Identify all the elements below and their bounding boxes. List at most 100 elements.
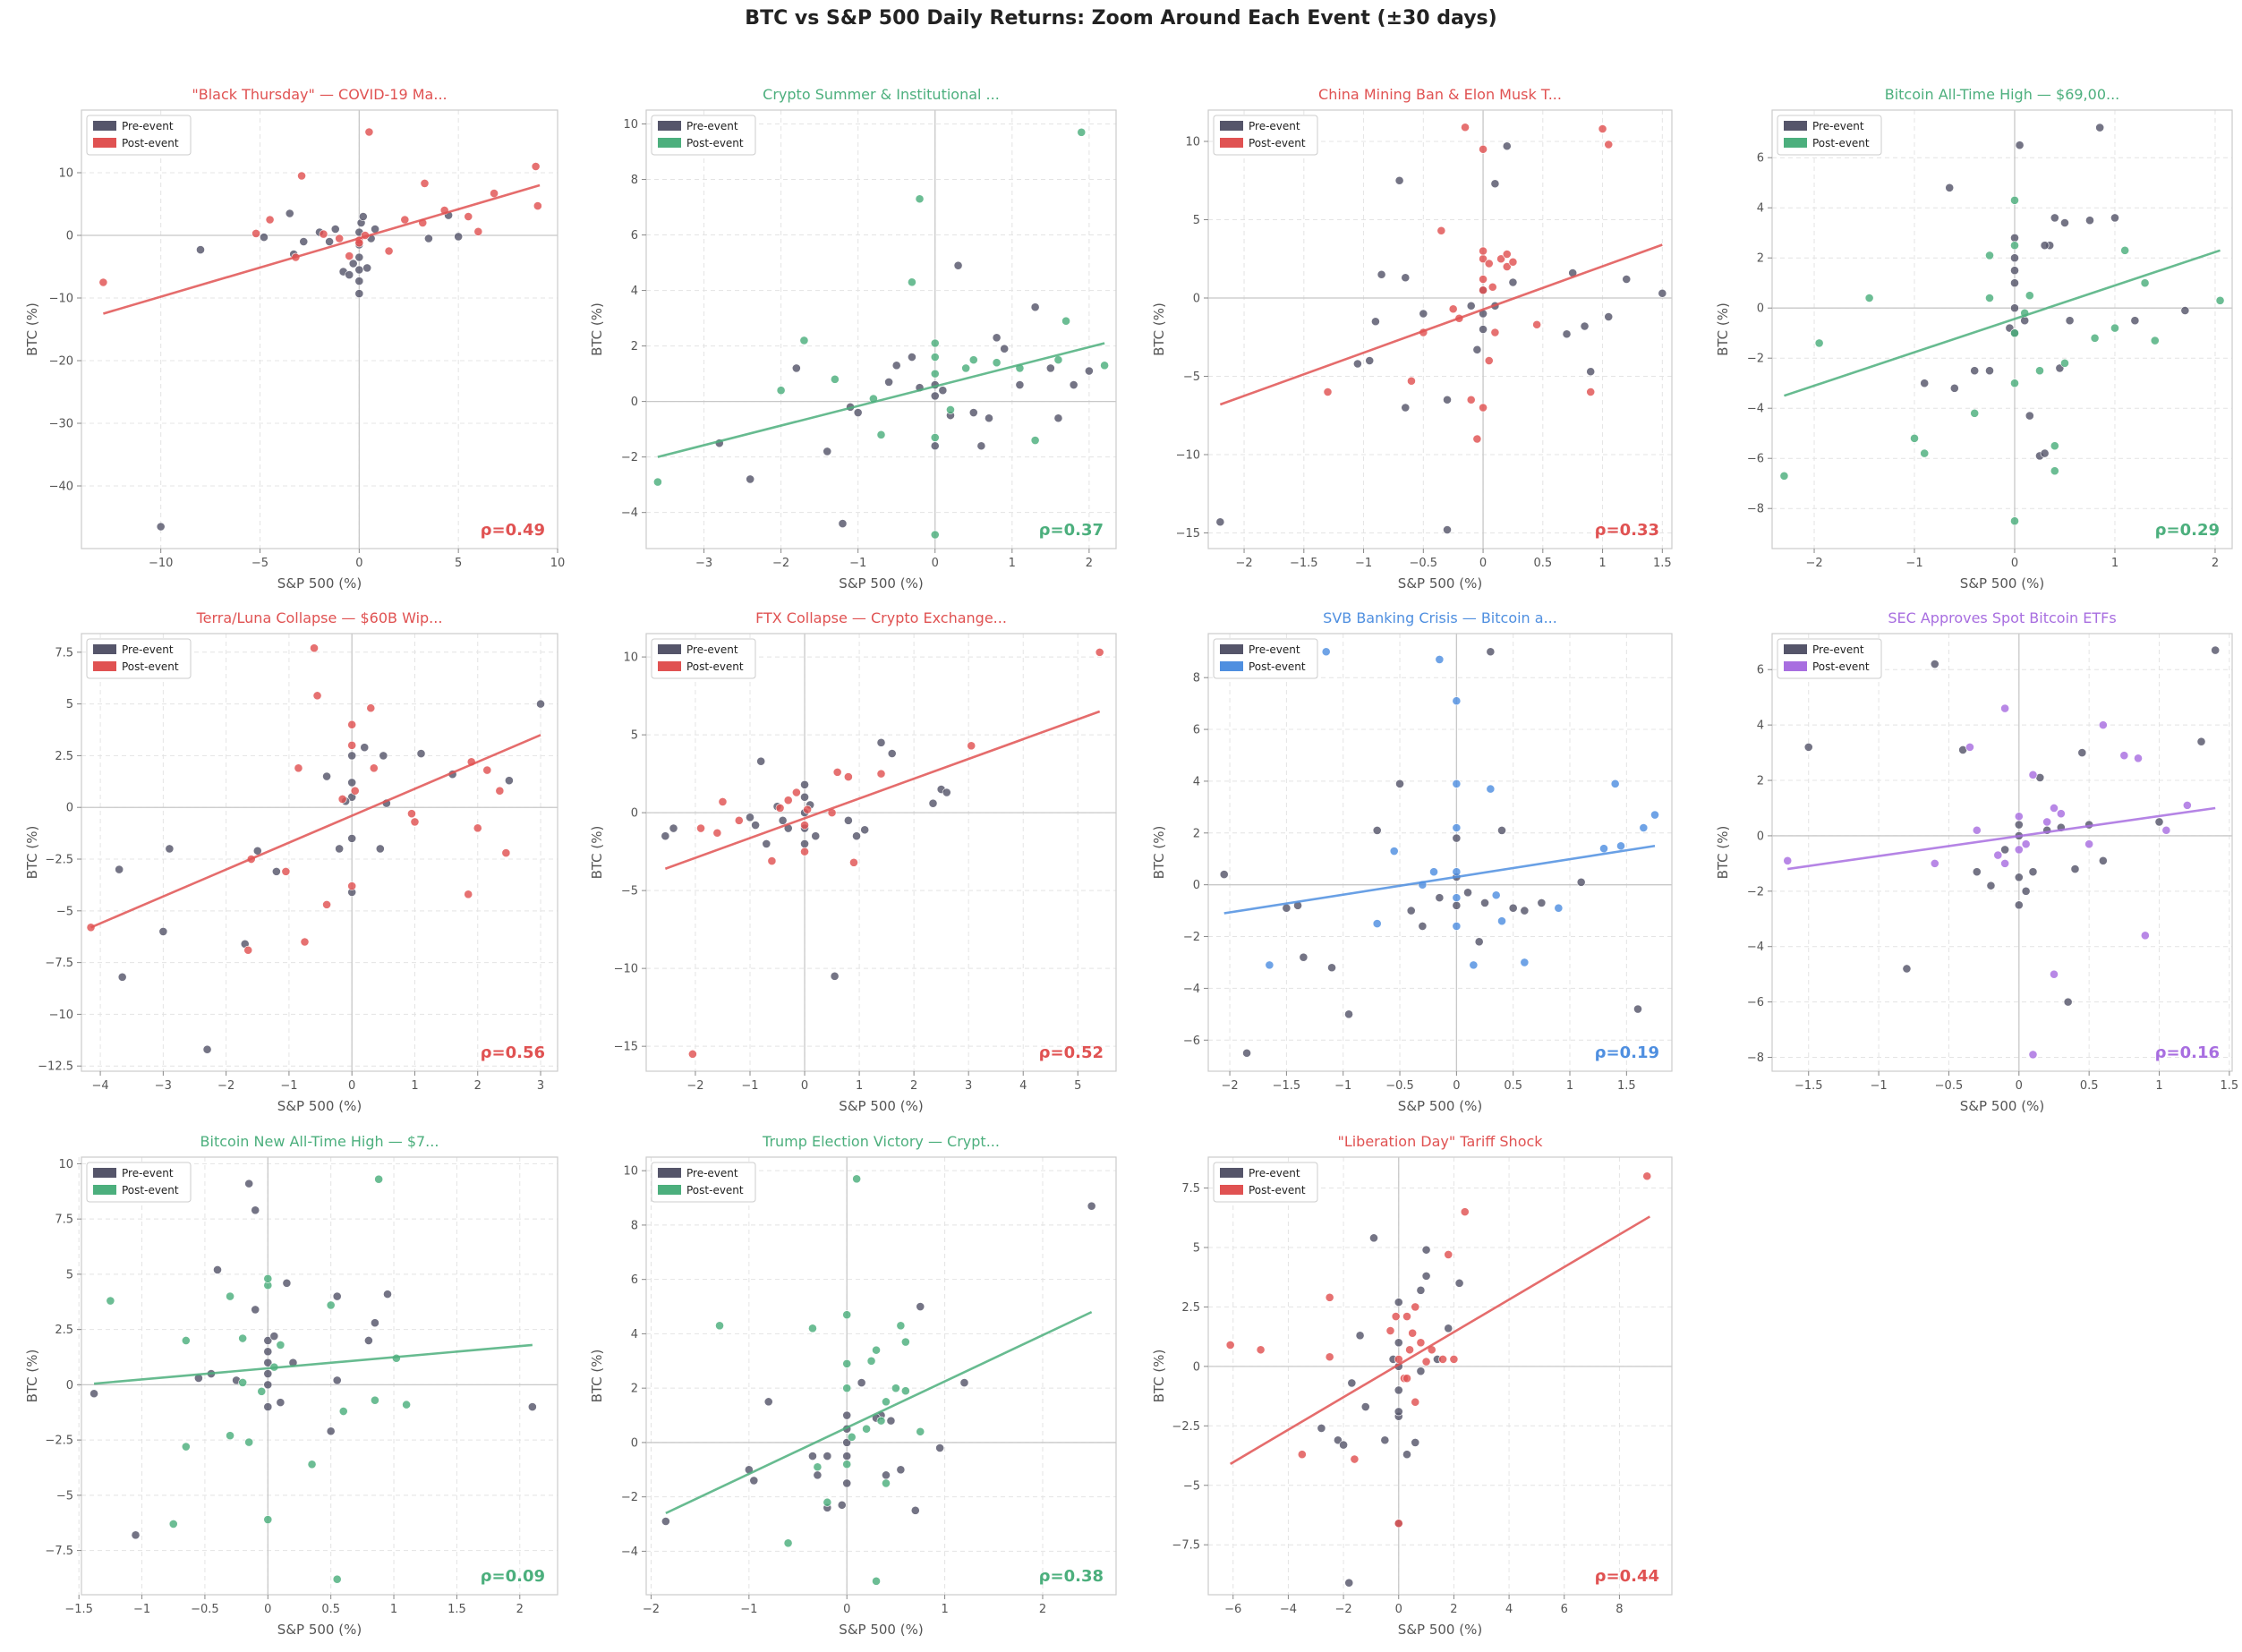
correlation-label: ρ=0.38 [1039,1567,1104,1586]
pre-event-point [896,1465,906,1475]
post-event-point [307,1460,317,1469]
post-event-point [1452,867,1462,877]
post-event-point [1350,1454,1360,1464]
y-tick-label: 8 [631,174,638,187]
pre-event-point [1586,367,1596,377]
post-event-point [294,763,303,773]
regression-line [657,342,1105,458]
post-event-point [1486,784,1496,794]
pre-event-point [953,260,963,270]
plot-frame [645,1156,1117,1596]
pre-event-point [1537,898,1547,907]
post-event-point [1642,1171,1652,1181]
legend-label-pre: Pre-event [122,1167,174,1179]
legend: Pre-event Post-event [86,1162,192,1203]
pre-event-point [347,778,357,788]
post-event-point [1650,810,1659,820]
pre-event-point [354,277,364,285]
post-event-point [2161,825,2171,835]
regression-line [1219,243,1663,406]
pre-event-point [2010,266,2019,276]
legend: Pre-event Post-event [86,638,192,679]
pre-event-point [813,1470,823,1480]
pre-event-point [1394,175,1404,185]
legend-swatch-pre [1784,121,1807,131]
pre-event-point [360,743,370,753]
pre-event-series [115,699,545,1054]
y-tick-label: −2 [1747,885,1764,898]
x-tick-label: 6 [1561,1603,1568,1616]
x-tick-label: 1.5 [448,1603,466,1616]
y-tick-label: 10 [623,651,638,665]
pre-event-point [1369,1233,1378,1243]
post-event-point [1532,319,1542,329]
y-tick-label: 2 [631,340,638,353]
x-tick-label: 1 [2111,557,2118,570]
pre-event-point [1930,660,1939,668]
post-event-point [916,1426,925,1436]
correlation-label: ρ=0.09 [481,1567,545,1586]
pre-event-point [276,1398,286,1408]
pre-event-point [2010,233,2019,243]
x-tick-label: 0 [843,1603,850,1616]
post-event-point [1586,387,1596,396]
post-event-point [1325,1352,1334,1362]
post-event-series [1225,1171,1652,1529]
x-tick-label: −1 [741,1079,758,1093]
x-tick-label: 1 [2155,1079,2162,1093]
y-axis-label: BTC (%) [589,826,605,880]
pre-event-point [1394,1338,1403,1348]
legend-swatch-pre [658,1168,681,1178]
pre-event-point [1474,937,1484,947]
post-event-point [900,1386,910,1396]
pre-event-point [749,1476,759,1486]
x-tick-label: 0 [1453,1079,1460,1093]
post-event-point [1496,254,1505,264]
pre-event-point [2040,448,2050,458]
regression-line [1787,806,2216,871]
y-tick-label: −2 [1747,353,1764,366]
legend-swatch-pre [1220,644,1243,654]
pre-event-point [1416,1367,1426,1376]
legend-swatch-post [1220,138,1243,148]
pre-event-point [1580,321,1590,331]
pre-event-point [1508,277,1518,287]
pre-event-point [843,815,853,825]
post-event-point [1323,387,1333,396]
post-event-point [238,1378,248,1387]
pre-event-point [251,1205,260,1215]
post-event-point [2090,333,2100,343]
y-tick-label: −5 [1183,1479,1200,1493]
panel-title: "Liberation Day" Tariff Shock [1337,1133,1543,1150]
pre-event-point [165,844,175,854]
x-tick-label: −1.5 [1794,1079,1823,1093]
pre-event-point [1394,1407,1403,1417]
x-axis-label: S&P 500 (%) [1960,575,2044,592]
pre-event-point [2014,873,2024,882]
post-event-point [1429,867,1438,877]
pre-event-point [1401,273,1411,283]
post-event-point [842,1358,852,1368]
pre-event-point [908,353,916,362]
x-tick-label: −1.5 [64,1603,93,1616]
pre-event-point [131,1530,141,1540]
pre-event-point [326,1426,336,1436]
post-event-point [930,369,940,379]
y-tick-label: 6 [1193,724,1200,737]
legend-label-post: Post-event [122,137,179,149]
x-tick-label: 4 [1019,1079,1027,1093]
post-event-point [2050,969,2059,979]
post-event-point [992,358,1002,368]
legend-swatch-pre [93,1168,116,1178]
x-tick-label: 0.5 [2080,1079,2099,1093]
post-event-point [495,786,505,796]
post-event-point [1053,355,1063,365]
y-tick-label: 5 [1193,1241,1200,1255]
post-event-point [2014,812,2024,822]
pre-event-point [2021,886,2031,896]
post-event-point [1497,916,1506,926]
pre-event-series [661,737,951,981]
pre-event-point [2060,218,2069,227]
post-event-point [842,1310,852,1320]
